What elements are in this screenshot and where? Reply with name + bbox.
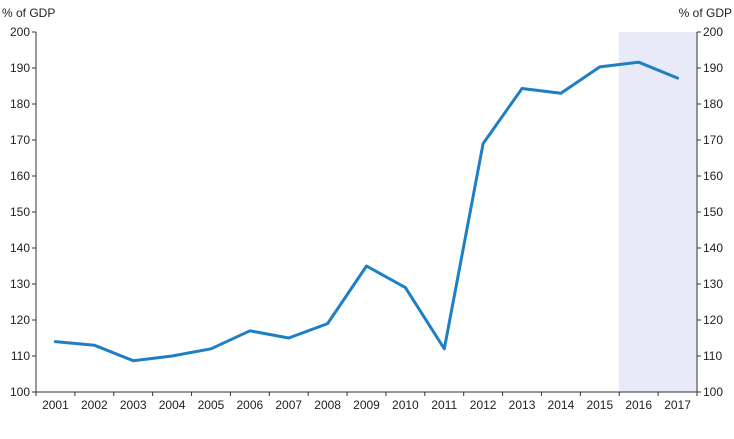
left-unit-label: % of GDP [2, 6, 55, 20]
y-tick-label-left: 130 [10, 277, 30, 291]
y-tick-label-right: 100 [703, 385, 723, 399]
y-tick-label-right: 110 [703, 349, 722, 363]
series-lines [53, 60, 680, 363]
x-tick-label: 2012 [470, 398, 497, 412]
projection-shading [618, 32, 697, 392]
x-tick-label: 2003 [120, 398, 147, 412]
y-tick-label-left: 140 [10, 241, 30, 255]
x-tick-label: 2017 [664, 398, 691, 412]
y-tick-label-left: 120 [10, 313, 30, 327]
y-tick-label-left: 200 [10, 25, 30, 39]
y-tick-label-right: 180 [703, 97, 723, 111]
x-tick-label: 2004 [159, 398, 186, 412]
right-axis-ticks: 100 110 120 130 140 150 160 170 180 190 200 [697, 25, 723, 399]
y-tick-label-right: 120 [703, 313, 723, 327]
right-unit-label: % of GDP [679, 6, 732, 20]
left-axis-ticks: 100 110 120 130 140 150 160 170 180 190 200 [10, 25, 36, 399]
y-tick-label-left: 160 [10, 169, 30, 183]
x-tick-label: 2010 [392, 398, 419, 412]
x-tick-label: 2006 [237, 398, 264, 412]
y-tick-label-right: 130 [703, 277, 723, 291]
y-tick-label-right: 150 [703, 205, 723, 219]
x-tick-label: 2015 [586, 398, 613, 412]
x-tick-label: 2008 [314, 398, 341, 412]
y-tick-label-right: 140 [703, 241, 723, 255]
y-tick-label-left: 150 [10, 205, 30, 219]
y-tick-label-right: 190 [703, 61, 723, 75]
x-tick-label: 2005 [198, 398, 225, 412]
series-line [53, 60, 680, 363]
x-tick-label: 2013 [509, 398, 536, 412]
x-tick-label: 2011 [431, 398, 457, 412]
x-axis-ticks: 2001 2002 2003 2004 2005 2006 2007 2008 2009 2010… [35, 392, 698, 412]
x-tick-label: 2016 [625, 398, 652, 412]
x-tick-label: 2001 [42, 398, 69, 412]
y-tick-label-left: 110 [11, 349, 30, 363]
x-tick-label: 2014 [548, 398, 575, 412]
y-tick-label-left: 190 [10, 61, 30, 75]
x-tick-label: 2009 [353, 398, 380, 412]
y-tick-label-right: 170 [703, 133, 723, 147]
y-tick-label-right: 160 [703, 169, 723, 183]
x-tick-label: 2007 [275, 398, 302, 412]
y-tick-label-left: 170 [10, 133, 30, 147]
y-tick-label-right: 200 [703, 25, 723, 39]
y-tick-label-left: 180 [10, 97, 30, 111]
y-tick-label-left: 100 [10, 385, 30, 399]
x-tick-label: 2002 [81, 398, 108, 412]
